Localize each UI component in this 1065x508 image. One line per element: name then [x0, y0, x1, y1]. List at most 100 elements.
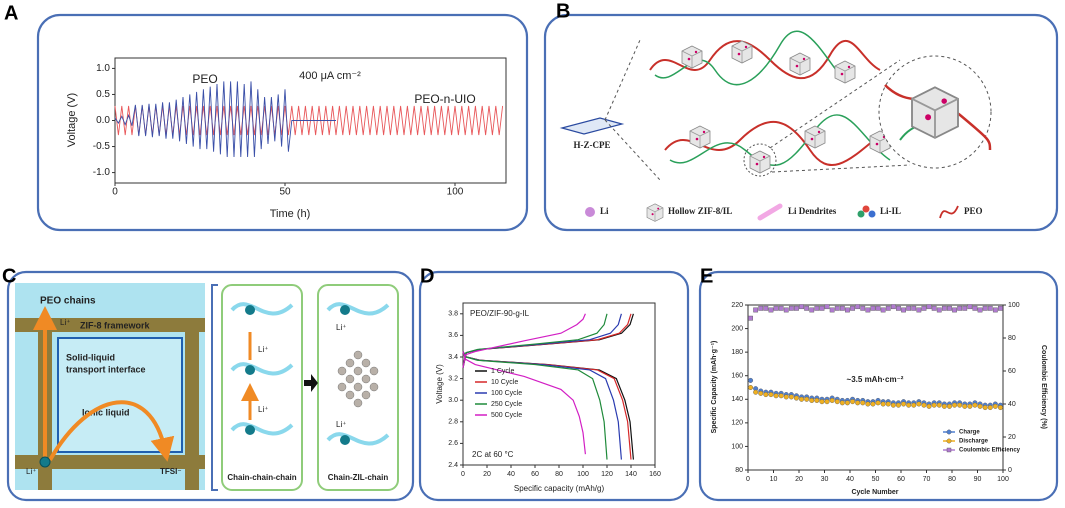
point: [850, 305, 855, 311]
point: [890, 402, 896, 408]
x-tick-label: 20: [483, 471, 491, 478]
point: [829, 307, 835, 313]
membrane: [559, 117, 625, 135]
zoom-circle: [743, 143, 777, 177]
point: [829, 397, 835, 403]
legend-label: Charge: [959, 430, 980, 436]
zif-cube: [749, 150, 771, 174]
point: [895, 402, 901, 408]
point: [921, 402, 927, 408]
point: [753, 389, 759, 395]
point: [824, 399, 830, 405]
annotation: ~3.5 mAh·cm⁻²: [847, 375, 904, 384]
y-tick-label: 80: [735, 467, 743, 474]
panel-label: A: [4, 2, 18, 24]
point: [875, 305, 881, 311]
point: [885, 401, 891, 407]
point: [778, 393, 784, 399]
scheme-box: [221, 284, 303, 491]
zif-cube: [910, 86, 960, 140]
series-label: PEO: [192, 72, 217, 86]
li-il-icon: [857, 210, 865, 218]
label: Li⁺: [258, 405, 268, 414]
zif-cube: [689, 125, 711, 149]
label: Ionic liquid: [82, 407, 130, 417]
point: [962, 305, 968, 311]
zoom-line: [769, 59, 911, 173]
label: TFSI⁻: [160, 467, 182, 476]
point: [834, 305, 840, 311]
panel-label: D: [420, 265, 434, 287]
series-line: [114, 81, 336, 157]
point: [804, 396, 810, 402]
point: [916, 307, 922, 313]
framework-bar: [185, 318, 199, 490]
y-tick-label: -1.0: [93, 167, 111, 178]
li-ion: [340, 305, 350, 315]
y-tick-label: 2.8: [448, 419, 458, 426]
y-tick-label: 3.6: [448, 332, 458, 339]
point: [941, 305, 947, 311]
point: [911, 305, 917, 311]
point: [758, 390, 764, 396]
y-axis-label: Specific Capacity (mAh·g⁻¹): [711, 341, 718, 434]
x-tick-label: 70: [923, 476, 931, 483]
legend-label: 100 Cycle: [491, 390, 522, 397]
y-tick-label: 200: [731, 325, 743, 332]
point: [936, 402, 942, 408]
point: [998, 305, 1003, 311]
x-tick-label: 30: [821, 476, 829, 483]
diagram-c: PEO chains ZIF-8 framework Solid-liquid …: [15, 283, 399, 491]
x-axis-label: Specific capacity (mAh/g): [514, 484, 605, 493]
li-ion: [340, 435, 350, 445]
zif-cube: [731, 40, 753, 64]
y-tick-label: 100: [731, 443, 743, 450]
legend-label: Discharge: [959, 439, 989, 445]
point: [844, 400, 850, 406]
y-axis-label: Voltage (V): [435, 364, 444, 404]
point: [982, 305, 988, 311]
bracket: [211, 284, 218, 491]
point: [997, 405, 1003, 411]
y-tick-label: 3.0: [448, 397, 458, 404]
point: [865, 401, 871, 407]
legend-label: 250 Cycle: [491, 401, 522, 408]
point: [885, 305, 891, 311]
y2-tick-label: 100: [1008, 302, 1020, 309]
panel-label: E: [700, 265, 713, 287]
point: [947, 305, 952, 311]
point: [799, 396, 805, 402]
point: [931, 305, 937, 311]
point: [926, 403, 932, 409]
li-il-icon: [868, 210, 876, 218]
y2-tick-label: 20: [1008, 434, 1016, 441]
y-tick-label: 3.2: [448, 375, 458, 382]
point: [865, 307, 871, 313]
chart-title: PEO/ZIF-90-g-IL: [470, 309, 530, 318]
point: [773, 305, 779, 311]
x-axis-label: Time (h): [270, 208, 311, 220]
panel-frame: [543, 13, 1059, 232]
point: [901, 401, 907, 407]
point: [783, 394, 789, 400]
x-tick-label: 100: [447, 187, 464, 198]
label: Li⁺: [258, 345, 268, 354]
y2-tick-label: 0: [1008, 467, 1012, 474]
point: [880, 401, 886, 407]
zif-cube: [681, 45, 703, 69]
label: Li⁺: [336, 323, 346, 332]
label: ZIF-8 framework: [80, 320, 151, 330]
legend-marker: [946, 447, 952, 453]
label: Chain-ZIL-chain: [328, 473, 389, 482]
y-tick-label: 140: [731, 396, 743, 403]
x-axis-label: Cycle Number: [851, 489, 898, 496]
y-tick-label: 2.6: [448, 440, 458, 447]
point: [926, 304, 932, 310]
point: [987, 405, 993, 411]
label: Li⁺: [336, 420, 346, 429]
arrow: [311, 374, 318, 392]
point: [748, 315, 753, 321]
x-tick-label: 90: [974, 476, 982, 483]
point: [870, 401, 876, 407]
legend-label: Li-IL: [880, 206, 901, 216]
